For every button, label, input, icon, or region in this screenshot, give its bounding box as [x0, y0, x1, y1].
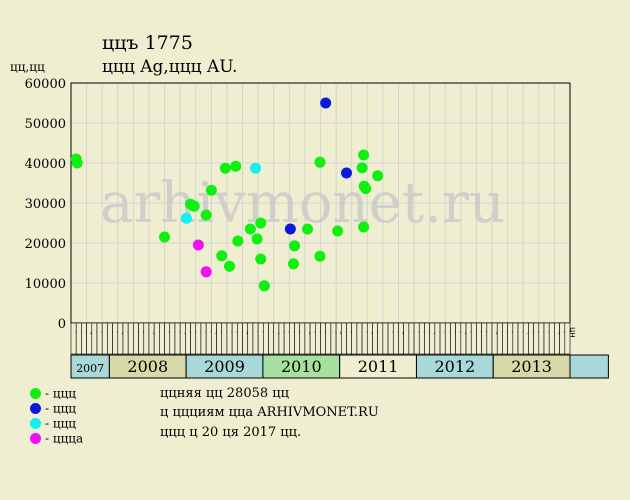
- info-line-2: ц ццциям цца ARHIVMONET.RU: [160, 405, 379, 420]
- data-point: [372, 170, 384, 182]
- data-point: [250, 162, 262, 174]
- data-point: [205, 184, 217, 196]
- legend-cyan-label: - ццц: [45, 416, 77, 431]
- y-tick-label: 10000: [25, 277, 66, 292]
- y-tick-label: 50000: [25, 117, 66, 132]
- info-line-3: ццц ц 20 ця 2017 цц.: [160, 425, 302, 440]
- data-point: [314, 250, 326, 262]
- y-axis-label: цц,цц: [10, 60, 45, 74]
- watermark: arhivmonet.ru: [100, 171, 505, 236]
- chart-subtitle: ццц Ag,ццц AU.: [102, 57, 238, 77]
- legend-item-magenta: - цццa: [30, 431, 84, 446]
- month-cell: [564, 322, 571, 355]
- legend-green-dot: [30, 388, 41, 399]
- data-point: [314, 156, 326, 168]
- year-label: 2011: [358, 357, 399, 376]
- legend-item-blue: - ццц: [30, 401, 77, 416]
- year-label: 2012: [434, 357, 475, 376]
- info-line-1: ццняя цц 28058 цц: [160, 386, 289, 401]
- data-point: [192, 239, 204, 251]
- data-point: [219, 162, 231, 174]
- data-point: [356, 162, 368, 174]
- legend-blue-label: - ццц: [45, 401, 77, 416]
- data-point: [332, 225, 344, 237]
- data-point: [230, 160, 242, 172]
- data-point: [289, 240, 301, 252]
- data-point: [287, 258, 299, 270]
- data-point: [251, 233, 263, 245]
- legend-magenta-dot: [30, 433, 41, 444]
- y-tick-label: 30000: [25, 197, 66, 212]
- chart-title: ццъ 1775: [102, 32, 193, 54]
- y-tick-label: 60000: [25, 77, 66, 92]
- data-point: [255, 217, 267, 229]
- legend-cyan-dot: [30, 418, 41, 429]
- data-point: [320, 97, 332, 109]
- y-tick-label: 20000: [25, 237, 66, 252]
- data-point: [358, 221, 370, 233]
- data-point: [216, 250, 228, 262]
- year-cell: [569, 354, 609, 379]
- year-label: 2010: [281, 357, 322, 376]
- year-label: 2013: [511, 357, 552, 376]
- legend-green-label: - ццц: [45, 386, 77, 401]
- data-point: [159, 231, 171, 243]
- data-point: [200, 266, 212, 278]
- y-tick-label: 0: [58, 317, 66, 332]
- legend-blue-dot: [30, 403, 41, 414]
- data-point: [360, 183, 372, 195]
- data-point: [302, 223, 314, 235]
- legend-magenta-label: - цццa: [45, 431, 84, 446]
- data-point: [180, 212, 192, 224]
- data-point: [232, 235, 244, 247]
- data-point: [188, 200, 200, 212]
- year-label: 2007: [76, 362, 104, 375]
- y-tick-label: 40000: [25, 157, 66, 172]
- data-point: [284, 223, 296, 235]
- year-label: 2009: [204, 357, 245, 376]
- data-point: [71, 157, 83, 169]
- year-label: 2008: [127, 357, 168, 376]
- data-point: [224, 260, 236, 272]
- data-point: [258, 280, 270, 292]
- data-point: [358, 149, 370, 161]
- data-point: [340, 167, 352, 179]
- legend-item-cyan: - ццц: [30, 416, 77, 431]
- legend-item-green: - ццц: [30, 386, 77, 401]
- data-point: [244, 223, 256, 235]
- data-point: [200, 209, 212, 221]
- month-tick-label: цн: [568, 327, 577, 338]
- data-point: [255, 253, 267, 265]
